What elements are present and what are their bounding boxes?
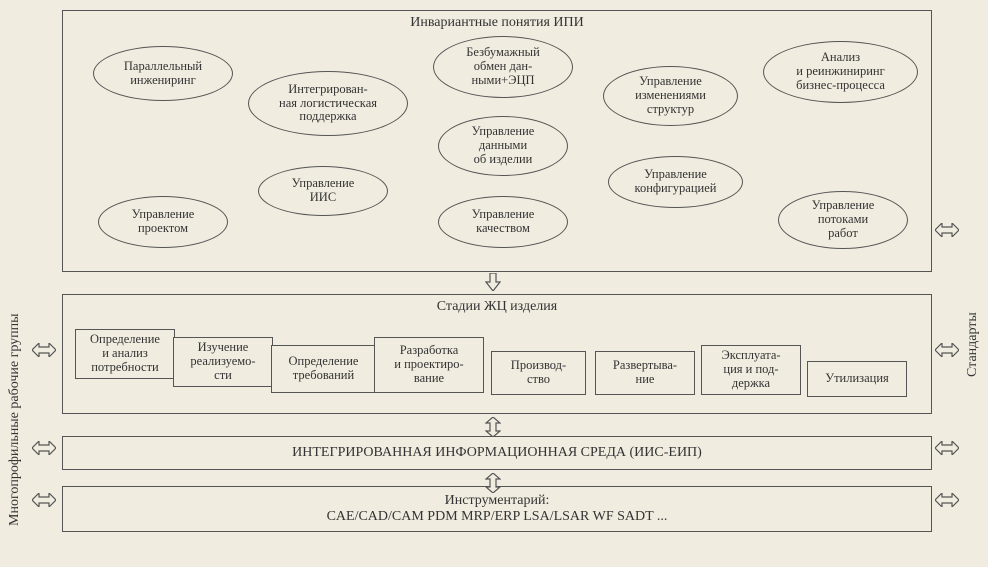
left-arrow-block4 bbox=[32, 493, 56, 507]
ellipse-quality-management: Управлениекачеством bbox=[438, 196, 568, 248]
right-arrow-block1 bbox=[935, 223, 959, 237]
invariant-concepts-block: Инвариантные понятия ИПИ Параллельный ин… bbox=[62, 10, 932, 272]
right-arrow-block2 bbox=[935, 343, 959, 357]
stage-design-dev: Разработкаи проектиро-вание bbox=[374, 337, 484, 393]
block1-title: Инвариантные понятия ИПИ bbox=[63, 11, 931, 35]
left-side-label: Многопрофильные рабочие группы bbox=[5, 280, 25, 560]
vertical-arrow-1 bbox=[485, 417, 501, 437]
integrated-env-block: ИНТЕГРИРОВАННАЯ ИНФОРМАЦИОННАЯ СРЕДА (ИИ… bbox=[62, 436, 932, 470]
diagram-main: Инвариантные понятия ИПИ Параллельный ин… bbox=[62, 10, 932, 532]
right-arrow-block4 bbox=[935, 493, 959, 507]
stage-production: Производ-ство bbox=[491, 351, 586, 395]
block3-text: ИНТЕГРИРОВАННАЯ ИНФОРМАЦИОННАЯ СРЕДА (ИИ… bbox=[292, 445, 702, 461]
vertical-arrow-0 bbox=[485, 273, 501, 293]
block4-line1: Инструментарий: bbox=[445, 493, 550, 509]
stage-disposal: Утилизация bbox=[807, 361, 907, 397]
stage-needs-analysis: Определениеи анализпотребности bbox=[75, 329, 175, 379]
ellipse-parallel-engineering: Параллельный инжениринг bbox=[93, 46, 233, 101]
ellipse-change-management: Управлениеизменениямиструктур bbox=[603, 66, 738, 126]
block2-title: Стадии ЖЦ изделия bbox=[63, 295, 931, 319]
ellipse-logistics-support: Интегрирован-ная логистическаяподдержка bbox=[248, 71, 408, 136]
stage-deployment: Развертыва-ние bbox=[595, 351, 695, 395]
stage-requirements: Определениетребований bbox=[271, 345, 376, 393]
ellipse-paperless-exchange: Безбумажныйобмен дан-ными+ЭЦП bbox=[433, 36, 573, 98]
block4-line2: CAE/CAD/CAM PDM MRP/ERP LSA/LSAR WF SADT… bbox=[327, 509, 668, 525]
left-arrow-block2 bbox=[32, 343, 56, 357]
lifecycle-stages-block: Стадии ЖЦ изделия Определениеи анализпот… bbox=[62, 294, 932, 414]
stage-operation-support: Эксплуата-ция и под-держка bbox=[701, 345, 801, 395]
ellipse-analysis-reengineering: Анализи реинжинирингбизнес-процесса bbox=[763, 41, 918, 103]
stage-feasibility: Изучениереализуемо-сти bbox=[173, 337, 273, 387]
ellipse-iis-management: УправлениеИИС bbox=[258, 166, 388, 216]
vertical-arrow-2 bbox=[485, 473, 501, 493]
ellipse-workflow-management: Управлениепотокамиработ bbox=[778, 191, 908, 249]
ellipse-config-management: Управлениеконфигурацией bbox=[608, 156, 743, 208]
left-arrow-block3 bbox=[32, 441, 56, 455]
right-arrow-block3 bbox=[935, 441, 959, 455]
right-side-label: Стандарты bbox=[963, 230, 983, 460]
ellipse-product-data-mgmt: Управлениеданнымиоб изделии bbox=[438, 116, 568, 176]
ellipse-project-management: Управлениепроектом bbox=[98, 196, 228, 248]
